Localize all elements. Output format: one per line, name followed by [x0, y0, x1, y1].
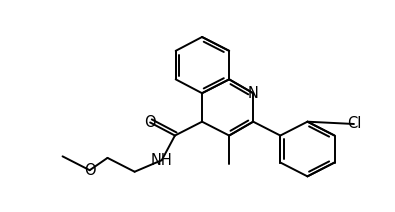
Text: N: N [248, 86, 259, 101]
Text: NH: NH [151, 153, 173, 168]
Text: Cl: Cl [347, 117, 361, 131]
Text: O: O [144, 115, 156, 130]
Text: O: O [84, 163, 96, 178]
